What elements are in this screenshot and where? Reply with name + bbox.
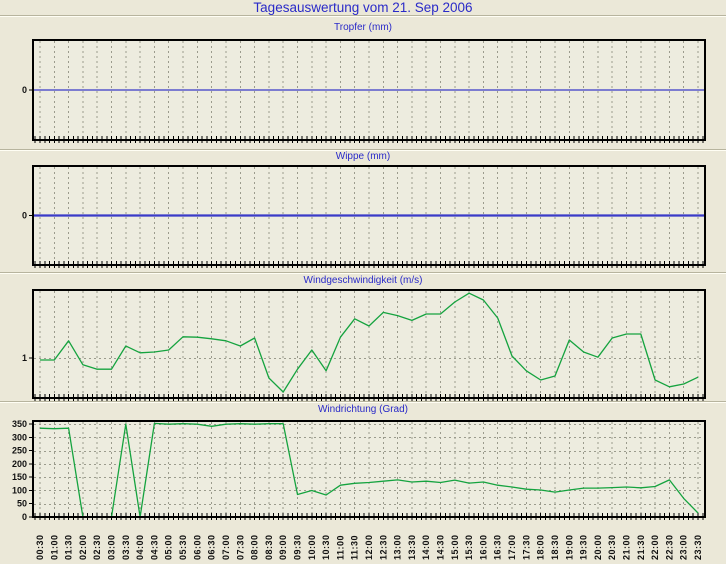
y-tick-label: 350	[12, 419, 27, 429]
x-tick-label: 08:00	[250, 534, 260, 560]
wippe-chart: 0	[22, 165, 706, 268]
x-axis-labels: 00:30 01:00 01:30 02:00 02:30 03:00 03:30 04:00…	[35, 534, 703, 560]
x-tick-label: 01:00	[49, 534, 59, 560]
chart-title-windgeschwindigkeit: Windgeschwindigkeit (m/s)	[303, 275, 423, 286]
chart-title-tropfer: Tropfer (mm)	[334, 22, 392, 33]
windrichtung-chart: 0 50 100 150 200 250 300 350	[12, 419, 706, 522]
chart-title-windrichtung: Windrichtung (Grad)	[317, 404, 409, 415]
x-tick-label: 05:30	[178, 534, 188, 560]
x-tick-label: 20:00	[593, 534, 603, 560]
x-tick-label: 16:00	[478, 534, 488, 560]
x-tick-label: 08:30	[264, 534, 274, 560]
windgeschwindigkeit-chart: 1	[22, 289, 706, 401]
x-tick-label: 15:00	[450, 534, 460, 560]
x-tick-label: 23:30	[693, 534, 703, 560]
panel-divider	[0, 272, 726, 274]
y-tick-label: 150	[12, 472, 27, 482]
x-tick-label: 14:00	[421, 534, 431, 560]
x-tick-label: 02:00	[78, 534, 88, 560]
y-tick-label: 0	[22, 85, 27, 95]
x-tick-label: 07:30	[235, 534, 245, 560]
x-tick-label: 04:00	[135, 534, 145, 560]
x-tick-label: 11:30	[350, 535, 360, 560]
x-tick-label: 17:30	[521, 534, 531, 560]
x-tick-label: 16:30	[493, 534, 503, 560]
x-tick-label: 18:30	[550, 534, 560, 560]
windgeschwindigkeit-series-line	[40, 292, 699, 393]
x-tick-label: 06:30	[207, 534, 217, 560]
y-tick-label: 1	[22, 353, 27, 363]
x-tick-label: 12:30	[378, 534, 388, 560]
panel-divider	[0, 401, 726, 403]
windrichtung-series-line	[39, 422, 699, 518]
page-title: Tagesauswertung vom 21. Sep 2006	[253, 0, 473, 15]
y-tick-label: 100	[12, 485, 27, 495]
y-tick-label: 0	[22, 211, 27, 221]
x-tick-label: 18:00	[536, 534, 546, 560]
chart-title-wippe: Wippe (mm)	[335, 151, 391, 162]
title-divider	[0, 15, 726, 17]
x-tick-label: 19:30	[579, 534, 589, 560]
x-tick-label: 10:30	[321, 534, 331, 560]
y-tick-label: 50	[17, 499, 27, 509]
x-tick-label: 13:30	[407, 534, 417, 560]
x-tick-label: 21:00	[621, 534, 631, 560]
y-tick-label: 300	[12, 432, 27, 442]
x-tick-label: 09:30	[292, 534, 302, 560]
y-tick-label: 0	[22, 512, 27, 522]
x-tick-label: 04:30	[149, 534, 159, 560]
x-tick-label: 17:00	[507, 534, 517, 560]
x-tick-label: 23:00	[679, 534, 689, 560]
x-tick-label: 03:00	[107, 534, 117, 560]
x-tick-label: 06:00	[192, 534, 202, 560]
x-tick-label: 22:30	[664, 534, 674, 560]
x-tick-label: 02:30	[92, 534, 102, 560]
x-tick-label: 10:00	[307, 534, 317, 560]
x-tick-label: 19:00	[564, 534, 574, 560]
x-tick-label: 07:00	[221, 534, 231, 560]
x-tick-label: 12:00	[364, 534, 374, 560]
x-tick-label: 00:30	[35, 534, 45, 560]
x-tick-label: 03:30	[121, 534, 131, 560]
x-tick-label: 13:00	[393, 534, 403, 560]
tropfer-chart: 0	[22, 39, 706, 143]
y-tick-label: 250	[12, 446, 27, 456]
x-tick-label: 22:00	[650, 534, 660, 560]
x-tick-label: 11:00	[335, 535, 345, 560]
y-tick-label: 200	[12, 459, 27, 469]
x-tick-label: 01:30	[64, 534, 74, 560]
x-tick-label: 05:00	[164, 534, 174, 560]
x-tick-label: 09:00	[278, 534, 288, 560]
x-tick-label: 15:30	[464, 534, 474, 560]
x-tick-label: 14:30	[436, 534, 446, 560]
x-tick-label: 20:30	[607, 534, 617, 560]
x-tick-label: 21:30	[636, 534, 646, 560]
panel-divider	[0, 149, 726, 151]
